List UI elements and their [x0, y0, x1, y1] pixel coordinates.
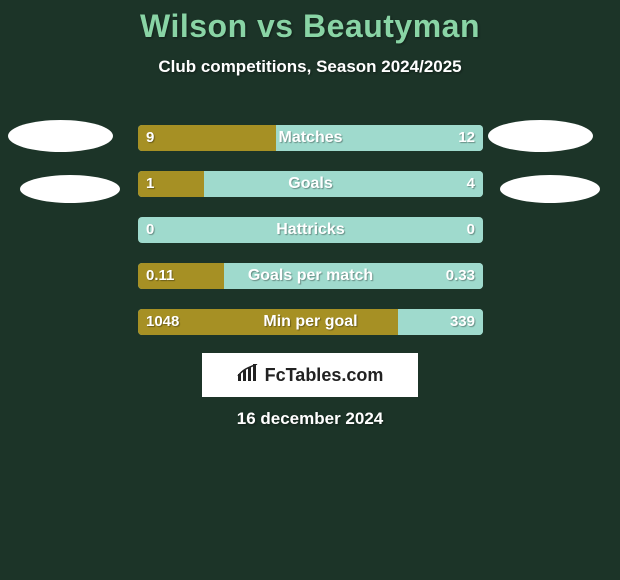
- stat-row: Goals1 4: [138, 171, 483, 197]
- stat-label: Min per goal: [138, 309, 483, 335]
- stat-value-right: 4: [459, 171, 483, 197]
- stat-label: Matches: [138, 125, 483, 151]
- page-title: Wilson vs Beautyman: [0, 0, 620, 45]
- footer-date: 16 december 2024: [0, 409, 620, 429]
- stat-value-right: 339: [442, 309, 483, 335]
- stat-row: Matches9 12: [138, 125, 483, 151]
- stat-value-left: 0: [138, 217, 162, 243]
- stat-value-left: 0.11: [138, 263, 182, 289]
- stat-label: Goals: [138, 171, 483, 197]
- decor-oval: [8, 120, 113, 152]
- stat-row: Hattricks0 0: [138, 217, 483, 243]
- stat-value-right: 0.33: [438, 263, 483, 289]
- brand-text: FcTables.com: [265, 365, 384, 386]
- stat-value-right: 12: [450, 125, 483, 151]
- stat-row: Min per goal1048 339: [138, 309, 483, 335]
- brand-chart-icon: [237, 364, 259, 387]
- stat-label: Hattricks: [138, 217, 483, 243]
- stat-label: Goals per match: [138, 263, 483, 289]
- decor-oval: [500, 175, 600, 203]
- stat-value-left: 1: [138, 171, 162, 197]
- stats-container: Matches9 12 Goals1 4 Hattricks0 0 Goals per ma…: [138, 125, 483, 355]
- brand-logo-box: FcTables.com: [202, 353, 418, 397]
- stat-value-left: 9: [138, 125, 162, 151]
- stat-value-right: 0: [459, 217, 483, 243]
- decor-oval: [488, 120, 593, 152]
- page-subtitle: Club competitions, Season 2024/2025: [0, 57, 620, 77]
- stat-value-left: 1048: [138, 309, 187, 335]
- decor-oval: [20, 175, 120, 203]
- page-root: Wilson vs Beautyman Club competitions, S…: [0, 0, 620, 580]
- stat-row: Goals per match0.11 0.33: [138, 263, 483, 289]
